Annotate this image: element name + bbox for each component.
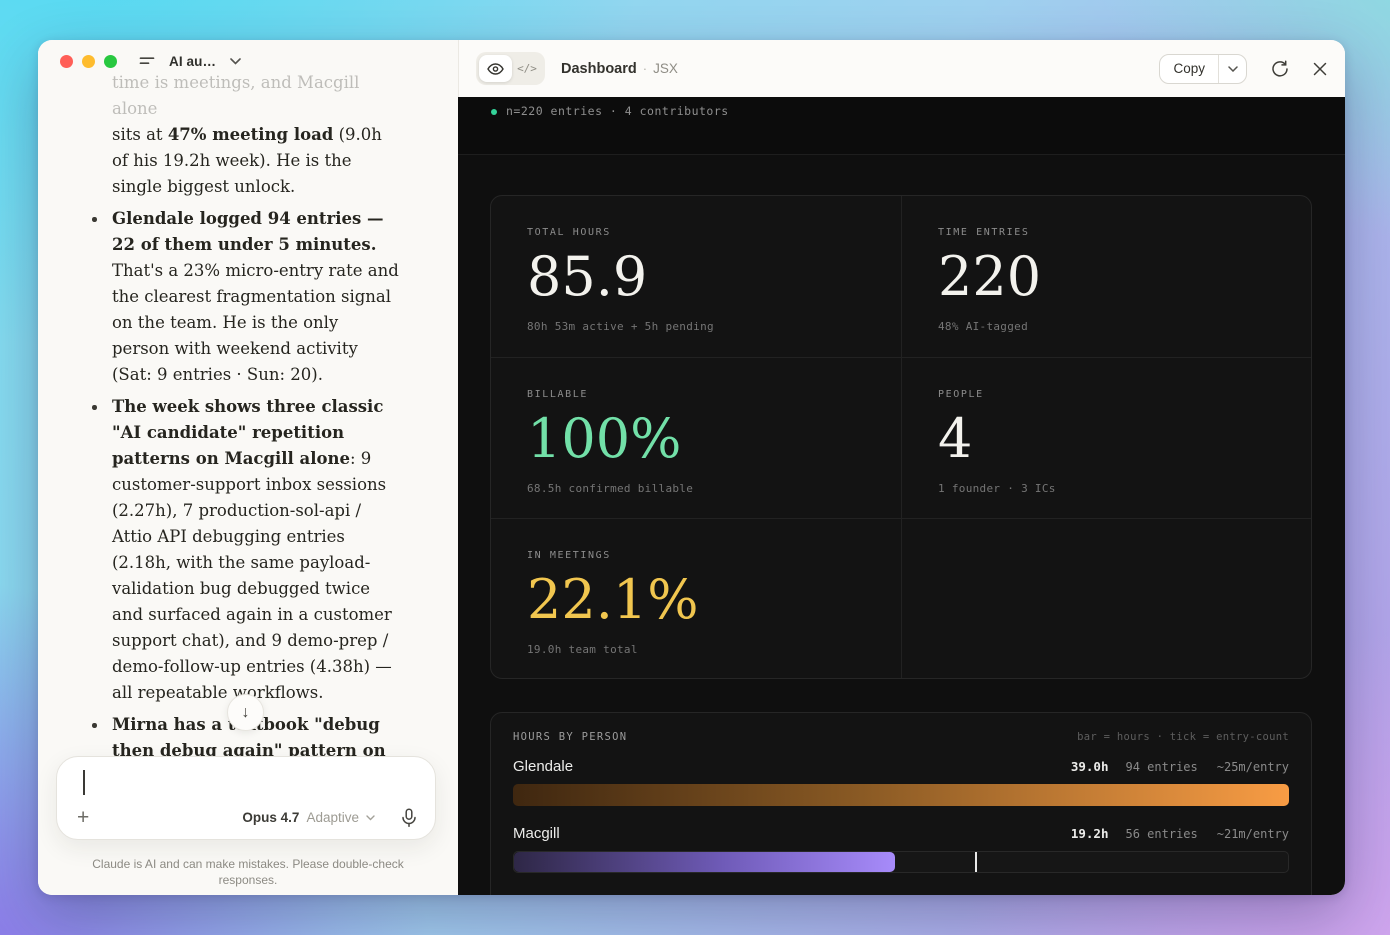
artifact-title: Dashboard (561, 60, 637, 77)
stat-caption: 68.5h confirmed billable (527, 482, 694, 496)
view-mode-toggle: </> (476, 52, 545, 85)
stat-card-empty (901, 518, 1311, 678)
bar-fill (513, 784, 1289, 806)
conversation-title[interactable]: AI au… (169, 53, 217, 69)
message-paragraph: time is meetings, and Macgill alone sits … (112, 70, 400, 200)
preview-toggle-button[interactable] (479, 55, 512, 82)
stat-card-in-meetings: IN MEETINGS 22.1% 19.0h team total (491, 518, 901, 678)
button-divider (1218, 54, 1219, 83)
stat-label: BILLABLE (527, 389, 588, 400)
person-hours: 39.0h (1070, 759, 1109, 774)
person-row-macgill: Macgill 19.2h 56 entries ~21m/entry (513, 825, 1289, 842)
stat-value: 22.1% (527, 568, 699, 631)
section-title: HOURS BY PERSON (513, 731, 628, 743)
model-name: Opus 4.7 (242, 810, 300, 825)
person-stats: 19.2h 56 entries ~21m/entry (1071, 826, 1289, 841)
person-rate: ~21m/entry (1216, 827, 1289, 841)
assistant-message: time is meetings, and Macgill alone sits … (92, 70, 400, 790)
bar-fill (514, 852, 895, 872)
copy-split-button: Copy (1159, 53, 1247, 84)
hours-by-person-card: HOURS BY PERSON bar = hours · tick = ent… (490, 712, 1312, 895)
model-mode: Adaptive (306, 810, 359, 825)
stat-card-people: PEOPLE 4 1 founder · 3 ICs (901, 357, 1311, 518)
close-icon (1313, 62, 1327, 75)
person-rate: ~25m/entry (1216, 760, 1289, 774)
stat-label: TIME ENTRIES (938, 227, 1030, 238)
arrow-down-icon: ↓ (241, 703, 250, 721)
status-dot (491, 109, 497, 115)
ai-disclaimer: Claude is AI and can make mistakes. Plea… (92, 857, 404, 887)
code-icon: </> (517, 62, 537, 75)
dashboard-meta-text: n=220 entries · 4 contributors (506, 104, 729, 118)
faded-text-line: time is meetings, and Macgill alone (112, 73, 360, 118)
stats-grid: TOTAL HOURS 85.9 80h 53m active + 5h pen… (490, 195, 1312, 679)
stat-caption: 19.0h team total (527, 643, 638, 657)
artifact-title-group: Dashboard · JSX (561, 61, 678, 77)
attach-button[interactable]: + (77, 806, 90, 829)
microphone-icon (402, 807, 416, 827)
person-hours: 19.2h (1070, 826, 1109, 841)
person-stats: 39.0h 94 entries ~25m/entry (1071, 759, 1289, 774)
person-name: Glendale (513, 758, 574, 775)
stat-caption: 1 founder · 3 ICs (938, 482, 1056, 496)
chevron-down-icon (1227, 65, 1238, 72)
stat-value: 85.9 (527, 245, 648, 308)
composer-toolbar: + Opus 4.7 Adaptive (77, 807, 417, 828)
zoom-window-button[interactable] (104, 54, 117, 68)
copy-button[interactable]: Copy (1173, 61, 1205, 76)
message-composer[interactable]: + Opus 4.7 Adaptive (56, 756, 436, 840)
close-artifact-button[interactable] (1313, 62, 1327, 76)
scroll-to-bottom-button[interactable]: ↓ (227, 694, 264, 731)
artifact-header: </> Dashboard · JSX Copy (458, 40, 1345, 97)
stat-value: 4 (938, 407, 973, 470)
list-item: The week shows three classic "AI candida… (92, 394, 400, 706)
stat-card-time-entries: TIME ENTRIES 220 48% AI-tagged (901, 196, 1311, 357)
stat-label: IN MEETINGS (527, 550, 611, 561)
model-selector[interactable]: Opus 4.7 Adaptive (242, 810, 375, 825)
person-entries: 56 entries (1125, 827, 1198, 841)
stat-card-total-hours: TOTAL HOURS 85.9 80h 53m active + 5h pen… (491, 196, 901, 357)
stat-caption: 48% AI-tagged (938, 320, 1028, 334)
code-toggle-button[interactable]: </> (512, 55, 542, 82)
entry-count-tick (975, 852, 978, 872)
refresh-icon (1272, 59, 1288, 77)
stat-label: PEOPLE (938, 389, 984, 400)
close-window-button[interactable] (60, 54, 73, 68)
stat-value: 220 (938, 245, 1042, 308)
hours-by-person-header: HOURS BY PERSON bar = hours · tick = ent… (513, 731, 1289, 743)
sidebar-toggle-icon[interactable] (137, 51, 157, 71)
eye-icon (487, 62, 504, 75)
person-entries: 94 entries (1125, 760, 1198, 774)
bullet-list: Glendale logged 94 entries — 22 of them … (92, 206, 400, 790)
stat-value: 100% (527, 407, 682, 470)
title-separator: · (642, 60, 648, 76)
chevron-down-icon (366, 814, 375, 820)
stat-card-billable: BILLABLE 100% 68.5h confirmed billable (491, 357, 901, 518)
stat-label: TOTAL HOURS (527, 227, 611, 238)
artifact-pane: </> Dashboard · JSX Copy (458, 40, 1345, 895)
list-item: Glendale logged 94 entries — 22 of them … (92, 206, 400, 388)
chat-pane: AI au… time is meetings, and Macgill alo… (38, 40, 458, 895)
refresh-button[interactable] (1271, 59, 1289, 78)
chevron-down-icon[interactable] (230, 57, 241, 65)
dashboard-meta-bar: n=220 entries · 4 contributors (458, 97, 1345, 155)
person-name: Macgill (513, 825, 560, 842)
artifact-type-badge: JSX (653, 60, 678, 76)
dashboard-content: TOTAL HOURS 85.9 80h 53m active + 5h pen… (458, 155, 1345, 895)
app-window: AI au… time is meetings, and Macgill alo… (38, 40, 1345, 895)
traffic-lights (60, 54, 117, 68)
dictation-button[interactable] (401, 807, 417, 828)
artifact-actions: Copy (1159, 53, 1327, 84)
hours-bar-macgill (513, 851, 1289, 873)
text-cursor (83, 770, 85, 795)
chart-legend: bar = hours · tick = entry-count (1077, 731, 1289, 743)
dashboard-preview: n=220 entries · 4 contributors TOTAL HOU… (458, 97, 1345, 895)
stat-caption: 80h 53m active + 5h pending (527, 320, 714, 334)
copy-options-button[interactable] (1219, 55, 1246, 83)
person-row-glendale: Glendale 39.0h 94 entries ~25m/entry (513, 758, 1289, 775)
hours-bar-glendale (513, 784, 1289, 806)
titlebar: AI au… (38, 40, 458, 82)
minimize-window-button[interactable] (82, 54, 95, 68)
